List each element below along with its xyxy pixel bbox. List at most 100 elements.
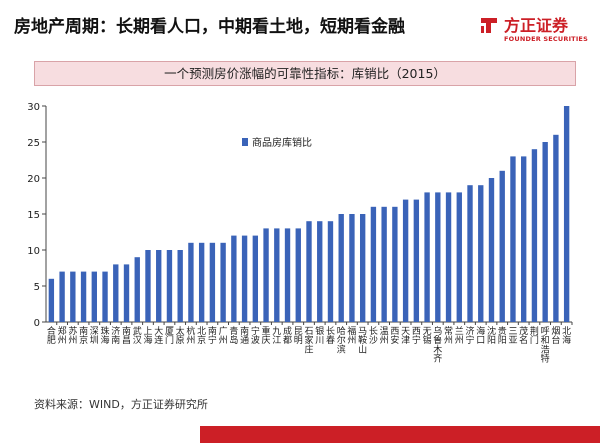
x-tick-label: 石家庄 <box>304 327 313 355</box>
chart-banner: 一个预测房价涨幅的可靠性指标：库销比（2015） <box>34 61 576 86</box>
bar <box>252 235 259 322</box>
slide-title: 房地产周期：长期看人口，中期看土地，短期看金融 <box>14 17 405 37</box>
x-tick-label: 深圳 <box>90 326 99 346</box>
bar <box>166 250 173 322</box>
logo-name: 方正证券 <box>504 16 569 35</box>
bar <box>531 149 538 322</box>
x-tick-label: 兰州 <box>455 325 464 346</box>
legend-label: 商品房库销比 <box>252 136 312 149</box>
bar <box>510 156 516 322</box>
x-tick-label: 茂名 <box>519 325 528 346</box>
bar <box>209 242 216 322</box>
bar <box>134 257 140 322</box>
x-tick-label: 呼和浩特 <box>541 326 550 365</box>
logo-name-english: FOUNDER SECURITIES <box>504 35 588 43</box>
bar <box>413 199 420 322</box>
x-tick-label: 荆门 <box>530 325 539 346</box>
x-tick-label: 郑州 <box>58 325 67 346</box>
bar <box>231 235 237 322</box>
bar <box>435 192 441 322</box>
bar <box>359 214 366 322</box>
y-tick-label: 5 <box>34 282 40 293</box>
x-tick-label: 重庆 <box>262 325 271 346</box>
x-tick-label: 西宁 <box>412 326 421 346</box>
x-tick-label: 济宁 <box>466 325 475 346</box>
bar <box>467 185 473 322</box>
founder-logo: 方正证券 FOUNDER SECURITIES <box>478 8 588 52</box>
bar <box>188 242 194 322</box>
inventory-sales-ratio-chart: 0 5 10 15 20 25 30 合肥郑州苏州南京深圳珠海济南南昌武汉上海大连厦门太原杭州… <box>27 102 573 365</box>
x-tick-label: 大连 <box>154 325 163 346</box>
bar <box>392 206 398 322</box>
x-tick-label: 广州 <box>219 325 228 346</box>
bar <box>145 250 151 322</box>
legend-swatch <box>242 138 248 146</box>
bar <box>220 242 226 322</box>
x-tick-label: 乌鲁木齐 <box>433 325 442 365</box>
x-tick-label: 南宁 <box>208 325 217 346</box>
x-tick-label: 贵阳 <box>498 325 507 346</box>
x-tick-label: 海口 <box>476 325 485 346</box>
x-tick-label: 南京 <box>79 325 88 346</box>
x-tick-label: 济南 <box>111 325 120 346</box>
y-tick-label: 0 <box>34 318 40 329</box>
bar <box>70 271 76 322</box>
x-tick-label: 温州 <box>380 326 389 346</box>
x-tick-label: 厦门 <box>165 326 174 346</box>
bar <box>478 185 484 322</box>
x-tick-label: 无锡 <box>423 326 432 346</box>
bar <box>499 170 505 322</box>
bar <box>274 228 280 322</box>
x-tick-label: 三亚 <box>508 327 517 346</box>
y-tick-label: 25 <box>27 138 40 149</box>
x-tick-label: 九江 <box>272 326 281 346</box>
x-tick-label: 太原 <box>176 325 185 346</box>
bar <box>295 228 301 322</box>
bar <box>263 228 269 322</box>
y-tick-label: 30 <box>27 102 40 113</box>
bar <box>488 178 495 322</box>
x-tick-label: 成都 <box>283 325 292 346</box>
x-tick-label: 珠海 <box>101 325 110 346</box>
bar <box>381 206 387 322</box>
y-tick-label: 15 <box>27 210 40 221</box>
bar <box>102 271 108 322</box>
x-tick-label: 武汉 <box>133 325 142 346</box>
x-tick-label: 合肥 <box>47 325 56 346</box>
x-tick-label: 长沙 <box>369 325 378 346</box>
bar <box>91 271 97 322</box>
bar <box>542 142 548 322</box>
x-tick-label: 哈尔滨 <box>337 325 346 355</box>
y-tick-label: 20 <box>27 174 40 185</box>
bar <box>553 134 559 322</box>
bar <box>48 278 55 322</box>
x-tick-label: 银川 <box>315 325 324 346</box>
x-tick-label: 宁波 <box>251 325 260 346</box>
x-tick-label: 常州 <box>444 325 453 346</box>
x-tick-label: 青岛 <box>229 325 238 346</box>
bar <box>370 206 377 322</box>
x-tick-label: 北京 <box>197 326 206 346</box>
x-tick-label: 西安 <box>390 326 399 346</box>
y-tick-label: 10 <box>27 246 40 257</box>
bar <box>306 221 312 322</box>
bar <box>177 250 183 322</box>
bar <box>424 192 430 322</box>
x-tick-label: 杭州 <box>186 325 195 346</box>
bar <box>456 192 462 322</box>
bar <box>402 199 409 322</box>
x-tick-label: 马鞍山 <box>358 326 367 355</box>
bar <box>521 156 527 322</box>
x-tick-label: 烟台 <box>551 325 560 346</box>
bar <box>349 214 355 322</box>
x-tick-label: 沈阳 <box>487 325 496 346</box>
bar <box>317 221 323 322</box>
x-tick-label: 天津 <box>401 327 410 346</box>
source-note: 资料来源：WIND，方正证券研究所 <box>34 398 208 411</box>
x-tick-label: 北海 <box>562 326 571 346</box>
bar <box>338 214 344 322</box>
x-tick-label: 苏州 <box>68 325 77 346</box>
x-tick-label: 昆明 <box>294 326 303 346</box>
bar <box>241 235 248 322</box>
x-tick-label: 福州 <box>347 325 356 346</box>
